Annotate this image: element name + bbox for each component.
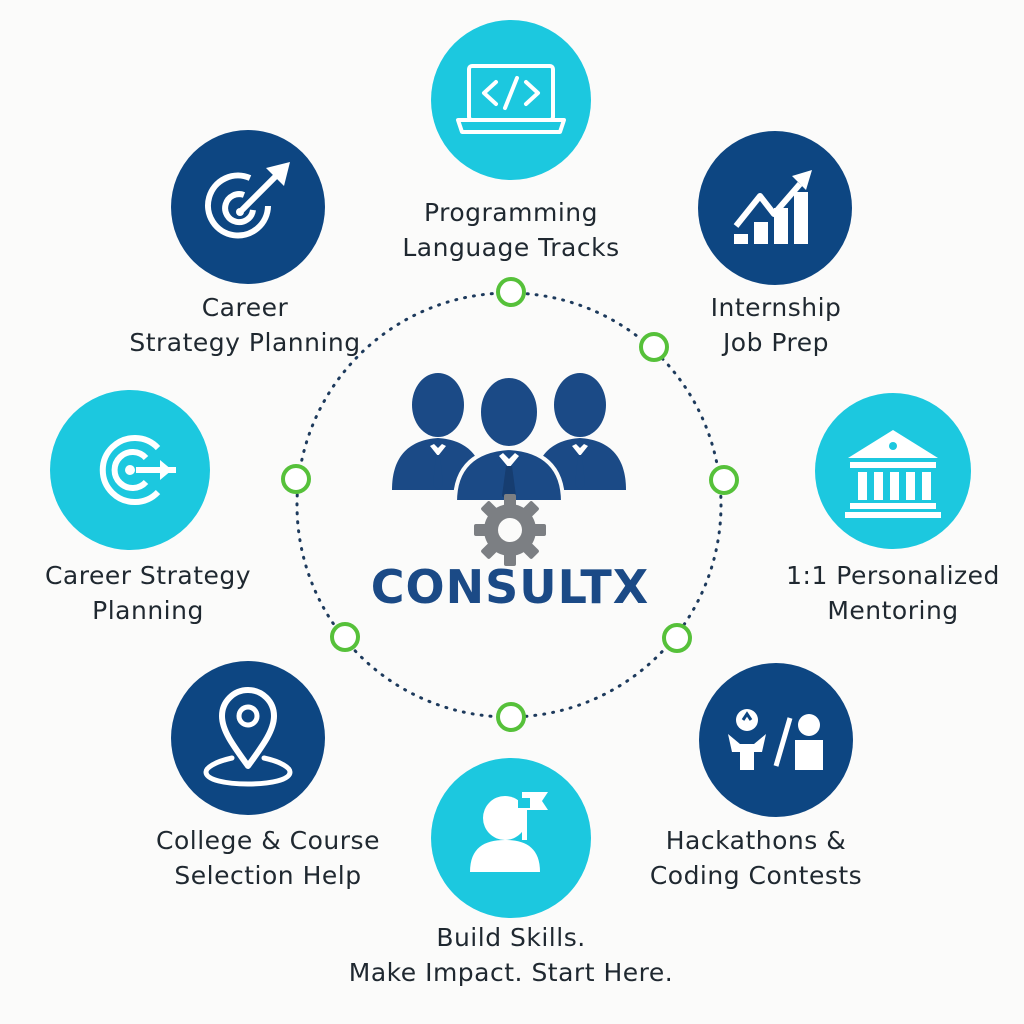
- label-career-strategy-2: Career Strategy Planning: [44, 561, 252, 625]
- contest-people-icon: [728, 709, 823, 770]
- target-arrow-out-icon: [205, 162, 290, 239]
- career-strategy-2-node: [50, 390, 210, 550]
- ring-node-right: [709, 465, 739, 495]
- person-flag-icon: [470, 792, 548, 872]
- ring-node-bottom: [496, 702, 526, 732]
- ring-nodes: [281, 277, 739, 732]
- ring-node-top-right: [639, 332, 669, 362]
- ring-node-bottom-left: [330, 622, 360, 652]
- institution-icon: [845, 430, 941, 518]
- label-internship: Internship Job Prep: [710, 293, 842, 357]
- brand-name: CONSULTX: [370, 560, 650, 614]
- label-college: College & Course Selection Help: [156, 826, 380, 890]
- ring-node-bottom-right: [662, 623, 692, 653]
- code-laptop-icon: [456, 64, 566, 134]
- hackathons-node: [699, 663, 853, 817]
- label-hackathons: Hackathons & Coding Contests: [649, 826, 863, 890]
- ring-node-left: [281, 464, 311, 494]
- location-pin-icon: [203, 687, 293, 787]
- label-career-strategy-1: Career Strategy Planning: [129, 293, 361, 357]
- ring-node-top: [496, 277, 526, 307]
- career-strategy-1-node: [171, 130, 325, 284]
- team-with-gear-icon: [392, 373, 626, 566]
- label-mentoring: 1:1 Personalized Mentoring: [786, 561, 1000, 625]
- label-programming: Programming Language Tracks: [402, 198, 620, 262]
- mentoring-node: [815, 393, 971, 549]
- build-skills-node: [431, 758, 591, 918]
- target-arrow-in-icon: [99, 435, 176, 505]
- label-build-skills: Build Skills. Make Impact. Start Here.: [348, 923, 674, 987]
- programming-node: [431, 20, 591, 180]
- internship-node: [698, 131, 852, 285]
- growth-chart-icon: [733, 170, 812, 244]
- college-node: [171, 661, 325, 815]
